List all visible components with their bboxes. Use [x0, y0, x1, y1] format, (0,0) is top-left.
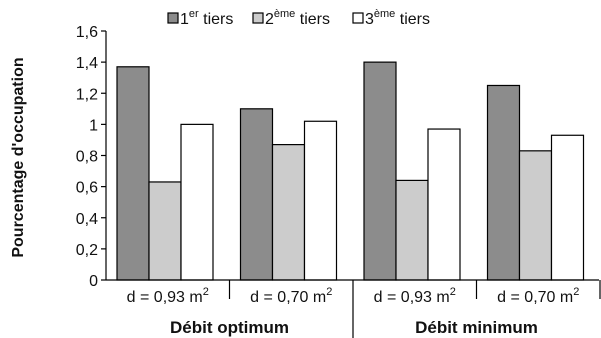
bar-series-2-category-3	[395, 179, 429, 281]
y-tick-label: 0	[89, 273, 98, 290]
legend-swatch-3	[352, 12, 364, 24]
bars	[116, 61, 585, 281]
y-tick-label: 0,2	[76, 242, 98, 259]
bar-series-3-category-1	[180, 123, 214, 281]
legend-swatch-2	[252, 12, 264, 24]
bar-series-3-category-3	[427, 128, 461, 281]
x-axis: d = 0,93 m2 d = 0,70 m2 d = 0,93 m2 d = 0,7…	[106, 279, 601, 338]
x-tick-label: d = 0,93 m2	[127, 286, 209, 306]
bar-series-2-category-2	[271, 144, 306, 281]
y-tick-label: 0,6	[76, 180, 98, 197]
bar-series-2-category-1	[148, 181, 182, 281]
x-tick-label: d = 0,70 m2	[497, 286, 579, 306]
legend-label-3: 3ème tiers	[365, 8, 430, 28]
bar-series-1-category-3	[363, 61, 397, 281]
y-tick-label: 0,8	[76, 149, 98, 166]
group-label: Débit optimum	[170, 318, 289, 337]
legend-label-2: 2ème tiers	[265, 8, 330, 28]
y-tick-label: 1	[89, 117, 98, 134]
y-axis-label: Pourcentage d'occupation	[10, 57, 27, 257]
legend: 1er tiers 2ème tiers 3ème tiers	[167, 8, 430, 28]
bar-series-2-category-4	[518, 150, 553, 281]
y-tick-label: 1,4	[76, 55, 98, 72]
bar-series-3-category-2	[303, 120, 338, 281]
bar-series-1-category-1	[116, 66, 150, 281]
y-axis-label-group: Pourcentage d'occupation	[10, 57, 27, 257]
legend-swatch-1	[167, 12, 179, 24]
bar-series-3-category-4	[550, 134, 585, 281]
y-axis: 0 0,2 0,4 0,6 0,8 1 1,2 1,4 1,6	[76, 24, 107, 290]
y-tick-label: 1,6	[76, 24, 98, 41]
y-tick-label: 0,4	[76, 211, 98, 228]
group-label: Débit minimum	[415, 318, 538, 337]
x-tick-label: d = 0,70 m2	[250, 286, 332, 306]
bar-series-1-category-4	[486, 84, 521, 281]
bar-series-1-category-2	[239, 108, 274, 281]
y-tick-label: 1,2	[76, 86, 98, 103]
legend-label-1: 1er tiers	[180, 8, 233, 28]
x-tick-label: d = 0,93 m2	[374, 286, 456, 306]
